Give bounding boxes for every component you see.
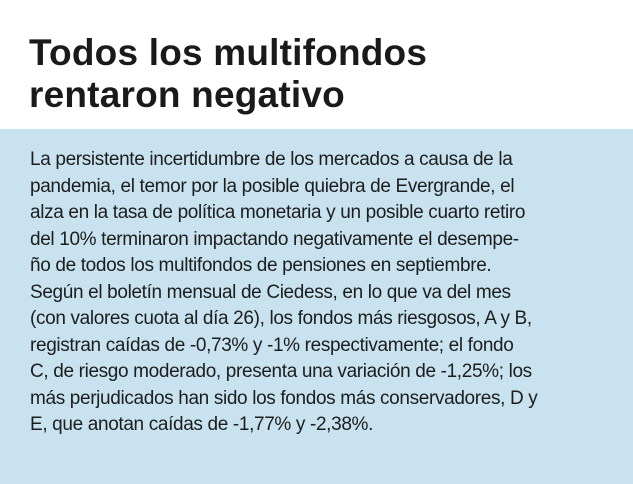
body-line: ño de todos los multifondos de pensiones…	[30, 255, 492, 276]
body-line: C, de riesgo moderado, presenta una vari…	[30, 361, 532, 382]
body-line: registran caídas de -0,73% y -1% respect…	[30, 334, 514, 356]
headline: Todos los multifondos rentaron negativo	[29, 32, 619, 116]
body-line: del 10% terminaron impactando negativame…	[30, 228, 519, 250]
headline-line: rentaron negativo	[29, 74, 345, 115]
body-line: E, que anotan caídas de -1,77% y -2,38%.	[30, 414, 374, 435]
body-paragraph: La persistente incertidumbre de los merc…	[30, 147, 630, 439]
body-line: La persistente incertidumbre de los merc…	[30, 149, 513, 170]
body-line: alza en la tasa de política monetaria y …	[30, 202, 526, 223]
body-line: Según el boletín mensual de Ciedess, en …	[30, 281, 511, 303]
body-line: (con valores cuota al día 26), los fondo…	[30, 308, 532, 329]
body-line: pandemia, el temor por la posible quiebr…	[30, 175, 515, 197]
headline-line: Todos los multifondos	[29, 32, 428, 73]
body-line: más perjudicados han sido los fondos más…	[30, 387, 538, 409]
text-box: La persistente incertidumbre de los merc…	[0, 129, 633, 484]
